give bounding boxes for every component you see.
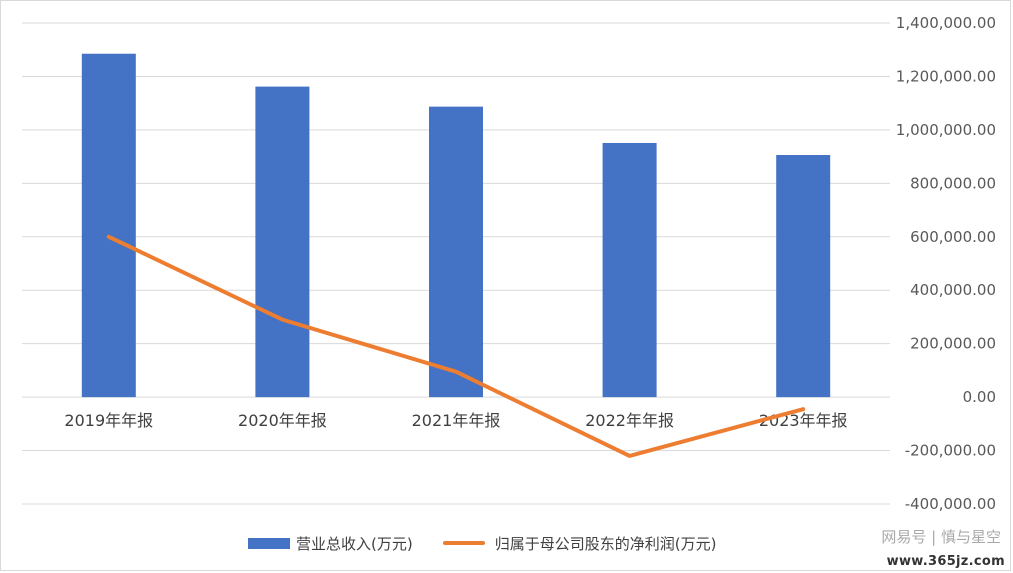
x-tick-label: 2019年年报 xyxy=(64,411,153,430)
revenue-bar xyxy=(255,86,310,398)
legend-label-net-profit: 归属于母公司股东的净利润(万元) xyxy=(494,534,717,553)
legend-label-revenue: 营业总收入(万元) xyxy=(296,534,413,553)
y-tick-label: 800,000.00 xyxy=(910,174,996,192)
revenue-bars xyxy=(81,53,831,398)
x-axis-labels: 2019年年报 2020年年报 2021年年报 2022年年报 2023年年报 xyxy=(64,411,847,430)
y-tick-label: -200,000.00 xyxy=(905,442,996,460)
revenue-bar xyxy=(602,142,657,398)
x-tick-label: 2021年年报 xyxy=(412,411,501,430)
net-profit-line xyxy=(106,234,806,458)
revenue-bar xyxy=(776,155,831,398)
legend: 营业总收入(万元) 归属于母公司股东的净利润(万元) xyxy=(248,532,716,554)
y-tick-label: 400,000.00 xyxy=(910,281,996,299)
y-tick-label: 1,000,000.00 xyxy=(896,121,996,139)
x-tick-label: 2022年年报 xyxy=(585,411,674,430)
revenue-bar xyxy=(81,53,136,398)
y-tick-label: 200,000.00 xyxy=(910,335,996,353)
legend-swatch-revenue xyxy=(248,537,290,549)
x-tick-label: 2020年年报 xyxy=(238,411,327,430)
y-tick-label: 0.00 xyxy=(963,388,996,406)
x-tick-label: 2023年年报 xyxy=(759,411,848,430)
y-axis-labels: 1,400,000.00 1,200,000.00 1,000,000.00 800,… xyxy=(896,14,996,513)
watermark-text: 网易号 | 慎与星空 xyxy=(881,528,1001,546)
y-tick-label: 1,200,000.00 xyxy=(896,67,996,85)
y-tick-label: -400,000.00 xyxy=(905,495,996,513)
watermark-url: www.365jz.com xyxy=(886,554,1005,569)
y-tick-label: 600,000.00 xyxy=(910,228,996,246)
legend-swatch-net-profit xyxy=(442,541,485,545)
revenue-bar xyxy=(429,106,483,398)
y-tick-label: 1,400,000.00 xyxy=(896,14,996,32)
